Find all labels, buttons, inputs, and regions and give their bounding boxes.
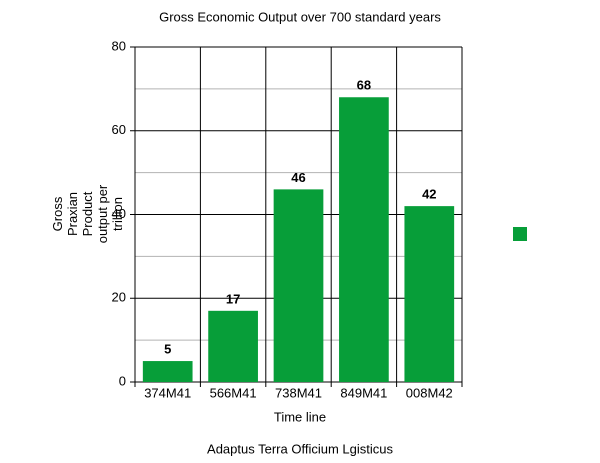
x-tick-label: 738M41 <box>275 385 322 400</box>
value-label: 42 <box>422 187 436 202</box>
bar <box>208 310 258 382</box>
x-tick-label: 849M41 <box>340 385 387 400</box>
y-tick-label: 80 <box>112 38 126 53</box>
bar <box>404 206 455 382</box>
y-tick-label: 0 <box>119 373 126 388</box>
y-tick-label: 40 <box>112 206 126 221</box>
x-tick-label: 566M41 <box>210 385 257 400</box>
y-axis-label: Gross Praxian Product output per trillio… <box>50 184 125 244</box>
legend-swatch <box>513 227 527 241</box>
y-tick-label: 60 <box>112 122 126 137</box>
bar <box>339 97 389 382</box>
chart-title: Gross Economic Output over 700 standard … <box>159 9 441 24</box>
bar <box>273 189 324 382</box>
caption: Adaptus Terra Officium Lgisticus <box>207 441 393 456</box>
y-tick-label: 20 <box>112 290 126 305</box>
value-label: 5 <box>164 342 171 357</box>
value-label: 17 <box>226 291 240 306</box>
x-tick-label: 374M41 <box>144 385 191 400</box>
x-tick-label: 008M42 <box>406 385 453 400</box>
x-axis-label: Time line <box>274 409 326 424</box>
bar <box>142 361 193 382</box>
value-label: 46 <box>291 170 305 185</box>
value-label: 68 <box>357 78 371 93</box>
